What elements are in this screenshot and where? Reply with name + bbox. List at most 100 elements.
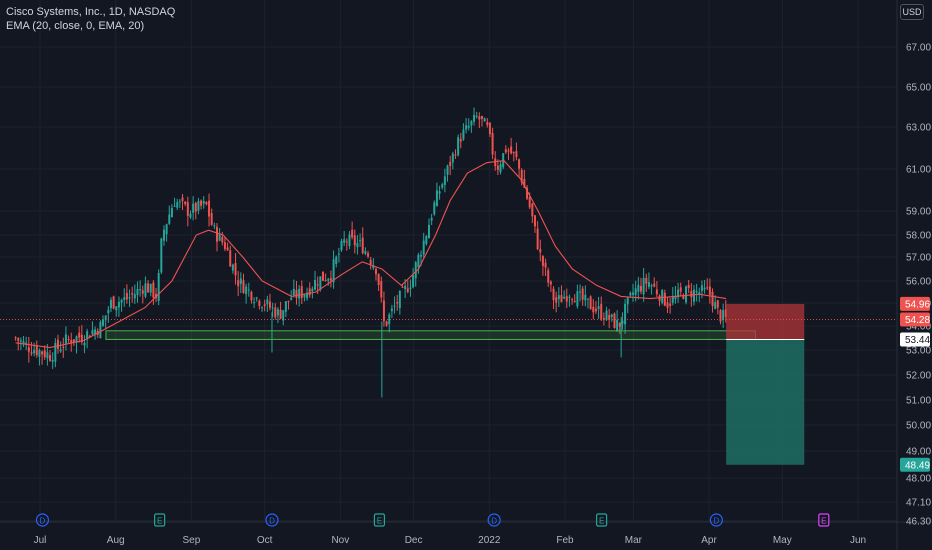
candle-body	[637, 284, 640, 292]
candle	[369, 256, 372, 270]
candle	[557, 287, 560, 307]
candle-body	[231, 264, 234, 271]
candle	[406, 280, 409, 294]
candle-body	[576, 291, 579, 307]
candle-body	[255, 297, 258, 299]
candle	[711, 288, 714, 313]
candle-body	[698, 292, 701, 295]
candle-body	[266, 299, 269, 305]
dividend-event-icon[interactable]: D	[487, 513, 501, 527]
candle-body	[435, 190, 438, 206]
candle	[377, 273, 380, 291]
candle-body	[314, 279, 317, 290]
candle-body	[613, 313, 616, 328]
candle	[144, 276, 147, 299]
candle	[104, 315, 107, 329]
candle	[348, 231, 351, 250]
candle-body	[43, 350, 46, 358]
symbol-title: Cisco Systems, Inc., 1D, NASDAQ	[6, 6, 176, 18]
candle-body	[367, 253, 370, 257]
candle-body	[218, 233, 221, 241]
candle	[160, 237, 163, 275]
candle	[624, 299, 627, 334]
candle-body	[634, 288, 637, 295]
candle-body	[412, 275, 415, 288]
candle-body	[157, 272, 160, 301]
candle	[229, 245, 232, 267]
candle	[600, 296, 603, 322]
candle-body	[94, 329, 97, 335]
candle-body	[356, 243, 359, 248]
candle	[608, 308, 611, 329]
candle	[290, 290, 293, 301]
candle-body	[279, 309, 282, 319]
candle	[359, 233, 362, 247]
event-box	[373, 513, 386, 527]
candle-body	[72, 339, 75, 343]
candle-body	[427, 224, 430, 239]
candle	[470, 120, 473, 133]
earnings-event-icon[interactable]: E	[596, 513, 608, 527]
price-tick-label: 57.00	[906, 253, 931, 264]
candle	[653, 277, 656, 288]
candle	[486, 118, 489, 128]
candle	[589, 295, 592, 310]
candle-body	[306, 292, 309, 299]
earnings-event-icon[interactable]: E	[154, 513, 166, 527]
candle-body	[555, 297, 558, 303]
candle	[661, 289, 664, 305]
candle	[666, 297, 669, 314]
event-circle	[487, 513, 501, 527]
dividend-event-icon[interactable]: D	[265, 513, 279, 527]
candle-body	[38, 349, 41, 357]
candle-body	[184, 201, 187, 205]
candle-body	[120, 299, 123, 303]
chart-legend: Cisco Systems, Inc., 1D, NASDAQ EMA (20,…	[6, 5, 175, 33]
candle	[261, 306, 264, 312]
dividend-event-icon[interactable]: D	[35, 513, 50, 527]
price-tick-label: 65.00	[906, 83, 931, 94]
candle-body	[107, 309, 110, 314]
price-tick-label: 67.00	[906, 43, 931, 54]
candle	[483, 117, 486, 122]
candle	[565, 288, 568, 309]
candle-body	[642, 278, 645, 295]
candle	[337, 247, 340, 263]
candle	[621, 312, 624, 330]
candle	[414, 260, 417, 287]
candle	[345, 238, 348, 251]
candle	[14, 336, 17, 341]
candle-body	[242, 280, 245, 294]
event-letter: D	[713, 517, 719, 526]
candle	[547, 267, 550, 287]
candle	[91, 321, 94, 336]
candle	[157, 269, 160, 306]
candle	[208, 193, 211, 227]
candle-body	[70, 340, 73, 344]
candle	[655, 281, 658, 298]
candle-body	[393, 305, 396, 307]
candle	[197, 197, 200, 215]
currency-button[interactable]: USD	[900, 4, 924, 20]
candle	[465, 117, 468, 134]
time-tick-label: Jun	[850, 535, 866, 546]
earnings-event-icon[interactable]: E	[373, 513, 386, 527]
candle-body	[494, 158, 497, 167]
candle-body	[234, 263, 237, 276]
candle-body	[549, 281, 552, 285]
candle-body	[488, 122, 491, 135]
candle-body	[639, 285, 642, 292]
candle	[714, 295, 717, 310]
position-stop-zone	[726, 303, 805, 340]
candle	[454, 149, 457, 159]
earnings-event-icon[interactable]: E	[818, 513, 830, 527]
candle-body	[17, 338, 20, 341]
candle	[253, 297, 256, 308]
candle	[133, 284, 136, 304]
dividend-event-icon[interactable]: D	[709, 513, 723, 527]
price-tick-label: 61.00	[906, 165, 931, 176]
candle-body	[544, 262, 547, 268]
candle	[205, 201, 208, 206]
